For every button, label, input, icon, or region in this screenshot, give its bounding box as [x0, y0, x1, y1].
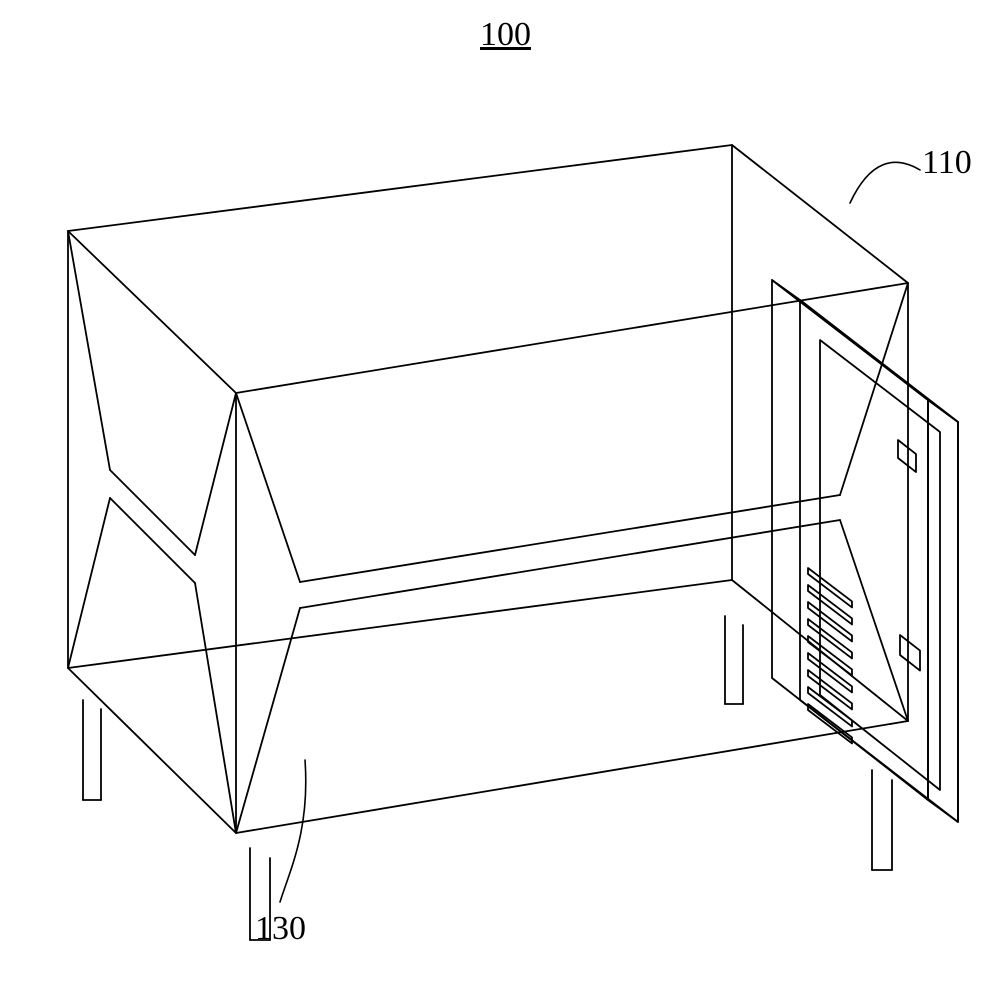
- label-hopper-130: 130: [255, 910, 306, 948]
- drawing-svg: [0, 0, 1000, 987]
- label-assembly-100: 100: [480, 16, 531, 54]
- label-housing-110: 110: [922, 144, 972, 182]
- figure-canvas: 100 110 130: [0, 0, 1000, 987]
